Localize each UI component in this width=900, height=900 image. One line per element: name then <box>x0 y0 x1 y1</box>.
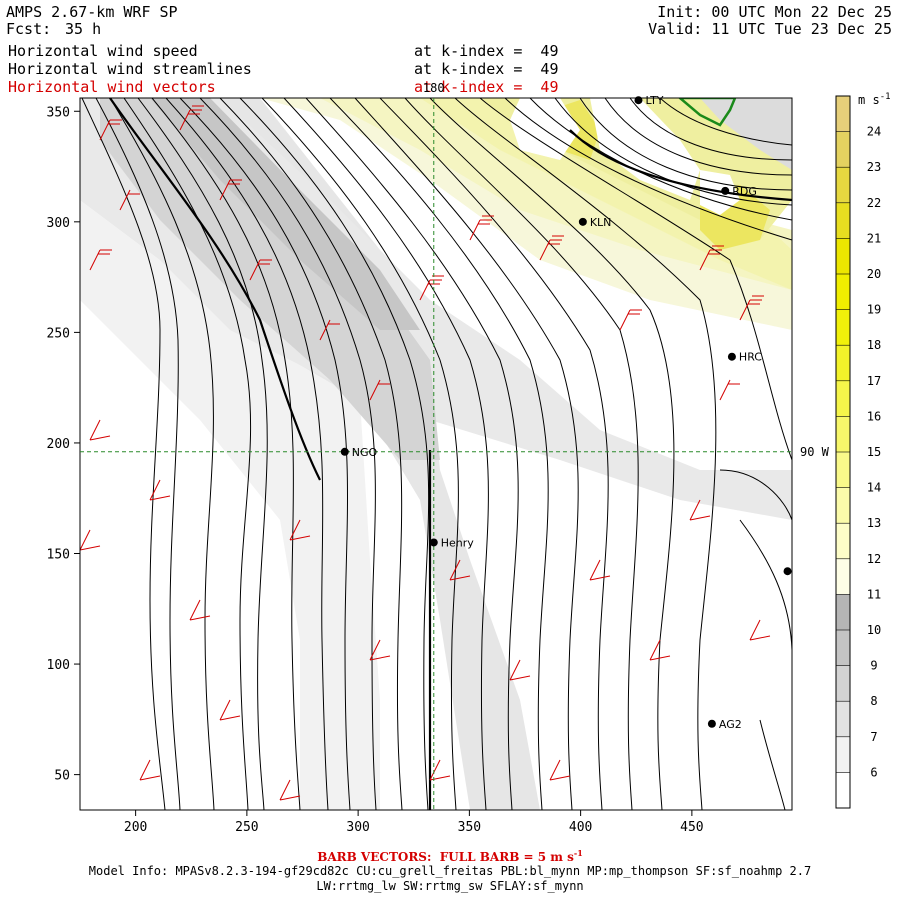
field-wind-speed: Horizontal wind speed <box>8 42 198 60</box>
colorbar-label: 24 <box>867 125 881 139</box>
barb-legend: BARB VECTORS: FULL BARB = 5 m s-1 <box>0 848 900 864</box>
x-tick-label: 450 <box>680 820 703 835</box>
meridian-label: 180 <box>423 81 445 95</box>
station-marker-KLN <box>578 217 587 226</box>
colorbar-label: 18 <box>867 338 881 352</box>
colorbar-swatch <box>836 309 850 346</box>
wind-barbs <box>80 105 771 801</box>
station-label-henry: Henry <box>441 536 475 549</box>
colorbar-swatch <box>836 274 850 310</box>
field-vectors-level: at k-index = 49 <box>414 78 559 96</box>
colorbar-label: 6 <box>870 765 877 779</box>
colorbar-label: 15 <box>867 445 881 459</box>
station-marker-edge <box>783 567 792 576</box>
colorbar-label: 11 <box>867 587 881 601</box>
stations: LTY RDG KLN HRC NGO Henry AG2 <box>340 94 792 731</box>
map-title: AMPS 2.67-km WRF SP <box>6 3 178 21</box>
y-tick-label: 350 <box>47 105 70 120</box>
colorbar-label: 22 <box>867 196 881 210</box>
colorbar-swatch <box>836 167 850 203</box>
bold-streamlines <box>109 98 792 810</box>
colorbar-label: 20 <box>867 267 881 281</box>
colorbar-label: 13 <box>867 516 881 530</box>
field-streamlines: Horizontal wind streamlines <box>8 60 252 78</box>
station-marker-RDG <box>721 186 730 195</box>
colorbar-unit-base: m s <box>858 93 880 107</box>
x-tick-label: 350 <box>458 820 481 835</box>
field-vectors: Horizontal wind vectors <box>8 78 216 96</box>
colorbar-label: 16 <box>867 409 881 423</box>
colorbar: 6 7 8 9 10 11 12 13 14 15 16 17 18 19 20 21 22 23 24 <box>835 95 881 809</box>
colorbar-label: 7 <box>870 730 877 744</box>
colorbar-swatch <box>836 665 850 702</box>
station-label-KLN: KLN <box>590 216 612 229</box>
colorbar-label: 19 <box>867 303 881 317</box>
colorbar-label: 17 <box>867 374 881 388</box>
colorbar-swatch <box>836 238 850 274</box>
barb-legend-exp: -1 <box>573 848 583 858</box>
y-tick-label: 100 <box>47 658 70 673</box>
streamlines <box>81 98 792 810</box>
y-axis: 50 100 150 200 250 300 350 <box>47 105 80 784</box>
colorbar-swatch <box>836 416 850 452</box>
station-label-RDG: RDG <box>732 185 757 198</box>
y-tick-label: 50 <box>54 769 70 784</box>
model-info-physics: LW:rrtmg_lw SW:rrtmg_sw SFLAY:sf_mynn <box>316 879 584 893</box>
colorbar-unit-exp: -1 <box>880 92 891 102</box>
colorbar-label: 10 <box>867 623 881 637</box>
forecast-label: Fcst: <box>6 20 52 38</box>
colorbar-swatch <box>836 772 850 808</box>
colorbar-label: 21 <box>867 231 881 245</box>
y-tick-label: 300 <box>47 216 70 231</box>
plot-area <box>80 98 792 810</box>
station-label-LTY: LTY <box>645 94 663 107</box>
colorbar-unit: m s-1 <box>858 92 891 107</box>
model-info: Model Info: MPASv8.2.3-194-gf29cd82c CU:… <box>88 864 812 878</box>
x-tick-label: 250 <box>235 820 258 835</box>
plot-frame <box>79 97 793 811</box>
colorbar-label: 23 <box>867 160 881 174</box>
colorbar-label: 8 <box>870 694 877 708</box>
colorbar-swatch <box>836 487 850 524</box>
station-marker-NGO <box>340 447 349 456</box>
colorbar-swatch <box>836 523 850 559</box>
station-label-NGO: NGO <box>352 446 378 459</box>
station-marker-HRC <box>727 352 736 361</box>
colorbar-swatch <box>836 594 850 630</box>
colorbar-swatch <box>836 345 850 381</box>
colorbar-label: 12 <box>867 552 881 566</box>
x-tick-label: 300 <box>346 820 369 835</box>
x-axis: 200 250 300 350 400 450 <box>124 810 704 835</box>
y-tick-label: 150 <box>47 548 70 563</box>
colorbar-swatch <box>836 701 850 737</box>
colorbar-swatch <box>836 131 850 168</box>
station-marker-AG2 <box>707 719 716 728</box>
station-marker-henry <box>429 538 438 547</box>
y-tick-label: 200 <box>47 437 70 452</box>
y-tick-label: 250 <box>47 326 70 341</box>
colorbar-swatch <box>836 630 850 666</box>
field-streamlines-level: at k-index = 49 <box>414 60 559 78</box>
colorbar-swatch <box>836 558 850 595</box>
valid-time: Valid: 11 UTC Tue 23 Dec 25 <box>648 20 892 38</box>
barb-legend-text: BARB VECTORS: FULL BARB = 5 m s <box>317 850 574 864</box>
colorbar-swatch <box>836 380 850 417</box>
x-tick-label: 200 <box>124 820 147 835</box>
forecast-hours: 35 h <box>65 20 102 38</box>
colorbar-label: 9 <box>870 659 877 673</box>
colorbar-swatch <box>836 96 850 132</box>
colorbar-swatch <box>836 452 850 488</box>
station-label-HRC: HRC <box>739 351 762 364</box>
init-time: Init: 00 UTC Mon 22 Dec 25 <box>657 3 892 21</box>
meridian-90w-label: 90 W <box>800 445 830 459</box>
colorbar-swatch <box>836 202 850 239</box>
colorbar-label: 14 <box>867 481 881 495</box>
station-label-AG2: AG2 <box>719 718 742 731</box>
station-marker-LTY <box>634 96 643 105</box>
x-tick-label: 400 <box>569 820 592 835</box>
colorbar-swatch <box>836 736 850 773</box>
field-wind-speed-level: at k-index = 49 <box>414 42 559 60</box>
